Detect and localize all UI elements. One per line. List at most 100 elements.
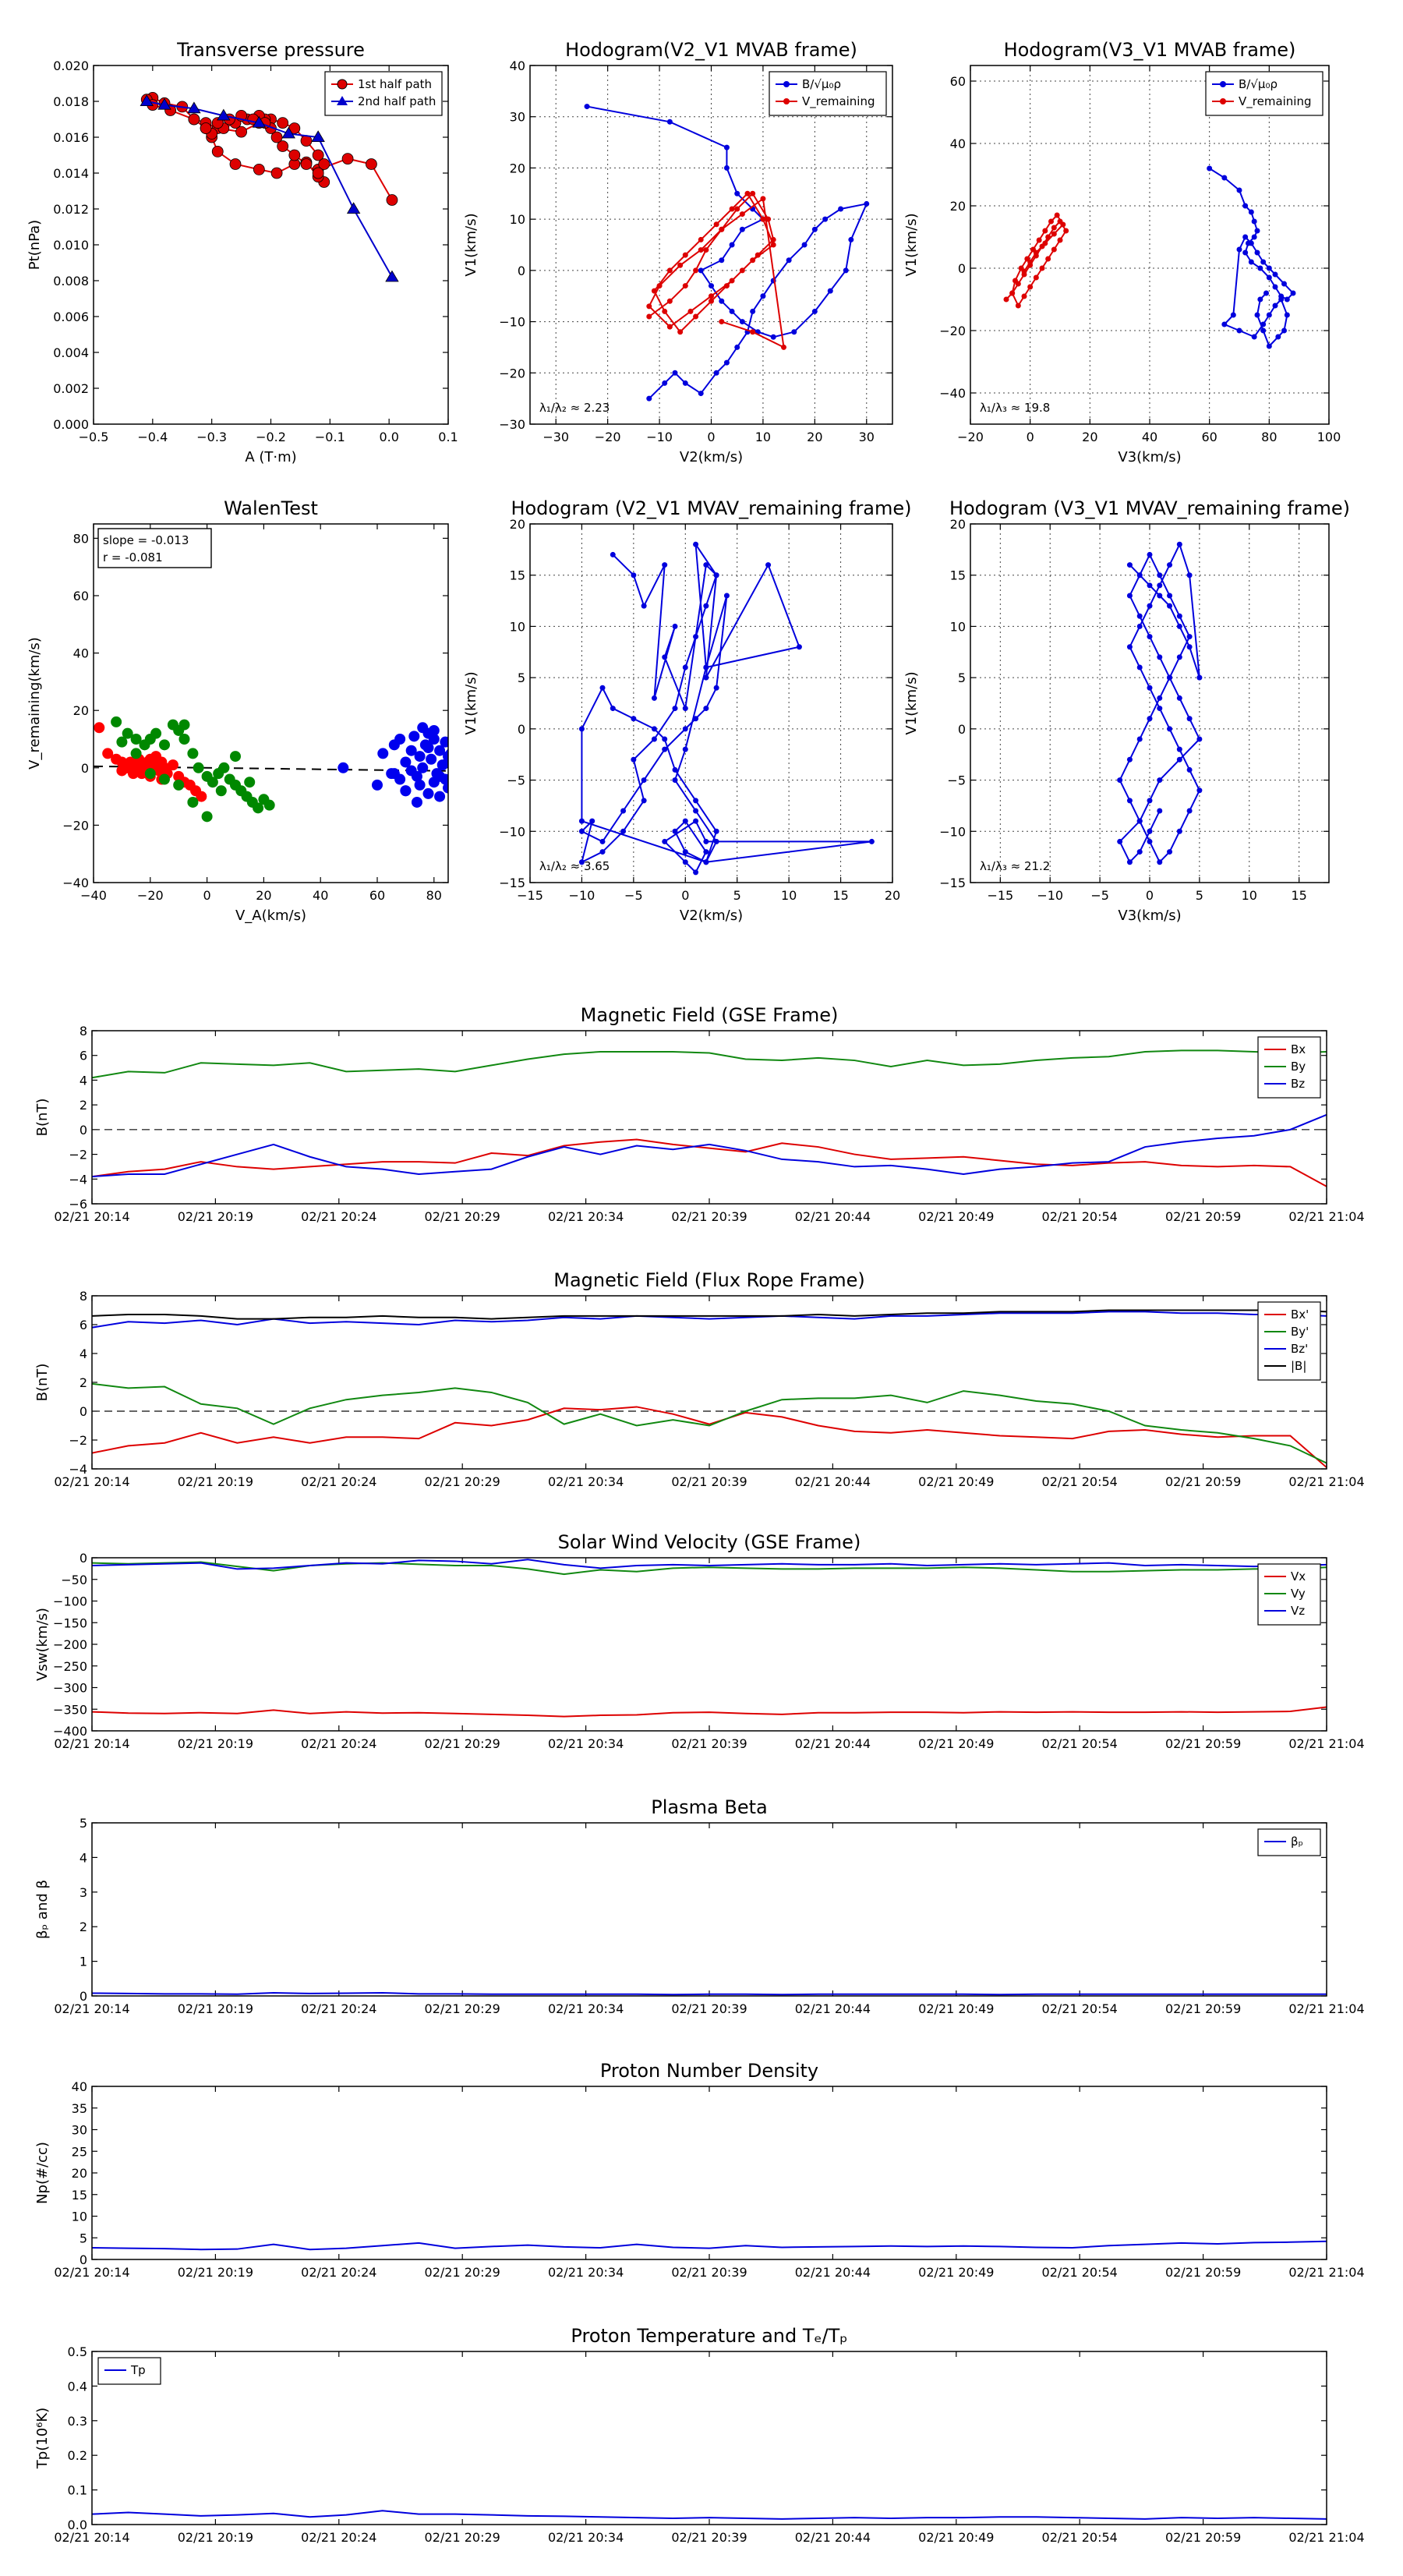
data-point <box>682 252 688 258</box>
data-point <box>599 685 606 691</box>
data-point <box>1027 259 1034 265</box>
y-tick-label: 20 <box>73 703 89 718</box>
x-tick-label: 02/21 20:49 <box>918 2265 994 2280</box>
data-point <box>693 634 699 640</box>
series-0 <box>92 2240 1327 2251</box>
data-point <box>868 838 875 844</box>
series-by <box>92 1049 1327 1079</box>
data-point <box>1147 828 1153 834</box>
data-point <box>217 108 231 121</box>
y-tick-label: 10 <box>510 619 525 634</box>
data-point <box>599 838 606 844</box>
data-point <box>672 623 678 629</box>
data-point <box>709 283 714 289</box>
data-point <box>1254 249 1260 256</box>
data-point <box>1126 562 1133 568</box>
data-point <box>1167 593 1173 599</box>
legend-label: 2nd half path <box>358 94 436 108</box>
data-point <box>672 370 678 376</box>
data-point <box>703 838 709 844</box>
y-axis-label: βₚ and β <box>34 1880 51 1939</box>
y-axis-label: B(nT) <box>34 1099 51 1137</box>
data-point <box>578 859 585 865</box>
x-tick-label: 02/21 20:44 <box>795 2001 871 2016</box>
series-1st-half-path <box>140 92 398 206</box>
x-tick-label: 02/21 20:34 <box>548 2530 624 2545</box>
plot-frame <box>91 1030 1327 1205</box>
data-point <box>1157 808 1163 814</box>
data-point <box>1157 695 1163 701</box>
y-tick-label: 2 <box>80 1920 87 1934</box>
x-tick-label: −10 <box>1037 888 1063 903</box>
y-tick-label: 0.014 <box>53 166 89 181</box>
data-point <box>631 756 637 763</box>
data-point <box>682 380 688 386</box>
data-point <box>1021 293 1027 299</box>
data-point <box>739 267 745 274</box>
plot-area <box>140 92 399 282</box>
data-point <box>578 726 585 732</box>
data-point <box>1033 274 1039 281</box>
data-point <box>672 828 678 834</box>
y-tick-label: 0.018 <box>53 94 89 109</box>
x-tick-label: 02/21 20:49 <box>918 2530 994 2545</box>
y-tick-label: 80 <box>73 531 89 546</box>
data-point <box>252 115 267 128</box>
y-tick-label: −6 <box>69 1197 87 1212</box>
data-point <box>159 739 170 751</box>
y-tick-label: −350 <box>53 1702 87 1717</box>
data-point <box>682 664 688 671</box>
x-tick-label: 02/21 20:54 <box>1042 1209 1118 1224</box>
x-tick-label: 0 <box>203 888 211 903</box>
data-point <box>698 391 704 397</box>
data-point <box>207 777 218 788</box>
y-tick-label: −2 <box>69 1433 87 1448</box>
data-point <box>173 779 185 791</box>
x-tick-label: 30 <box>859 430 875 444</box>
data-point <box>341 153 354 165</box>
x-tick-label: 02/21 20:59 <box>1165 1736 1241 1751</box>
data-point <box>215 785 227 797</box>
y-tick-label: 0 <box>80 1123 87 1138</box>
data-point <box>703 706 709 712</box>
series-2nd-half-path <box>140 94 399 282</box>
series--b- <box>92 1309 1327 1320</box>
data-point <box>641 777 647 784</box>
data-point <box>1207 165 1213 172</box>
plot-frame <box>91 2086 1327 2260</box>
x-axis-label: V3(km/s) <box>1118 908 1181 924</box>
data-point <box>263 799 275 811</box>
data-point <box>713 370 719 376</box>
data-point <box>651 736 657 742</box>
x-tick-label: 100 <box>1317 430 1341 444</box>
data-point <box>1003 296 1009 303</box>
y-tick-label: 0.1 <box>68 2483 87 2498</box>
data-point <box>1126 859 1133 865</box>
data-point <box>448 765 459 776</box>
data-point <box>1176 613 1182 619</box>
x-tick-label: 5 <box>1196 888 1203 903</box>
chart-walen: WalenTest −40 −20 0 20 40 60 80 −40 −20 0 20 40 60 80 V… <box>27 497 459 924</box>
x-tick-label: 02/21 20:19 <box>178 2265 253 2280</box>
legend-label: Bz <box>1291 1077 1305 1091</box>
x-tick-label: 20 <box>807 430 822 444</box>
data-point <box>270 167 283 179</box>
series-line <box>586 105 868 399</box>
data-point <box>1045 234 1051 240</box>
data-point <box>434 770 446 782</box>
data-point <box>311 130 325 143</box>
data-point <box>400 785 412 797</box>
plot-area <box>584 104 870 402</box>
y-tick-label: 10 <box>950 619 966 634</box>
data-point <box>750 190 756 196</box>
data-point <box>1167 562 1173 568</box>
y-tick-label: 0 <box>80 1551 87 1566</box>
y-tick-label: 15 <box>510 568 525 583</box>
data-point <box>698 267 704 274</box>
data-point <box>1157 777 1163 784</box>
y-tick-label: 0.0 <box>68 2518 87 2532</box>
data-point <box>1147 634 1153 640</box>
data-point <box>1251 218 1257 225</box>
data-point <box>1147 685 1153 691</box>
x-tick-label: 20 <box>885 888 900 903</box>
